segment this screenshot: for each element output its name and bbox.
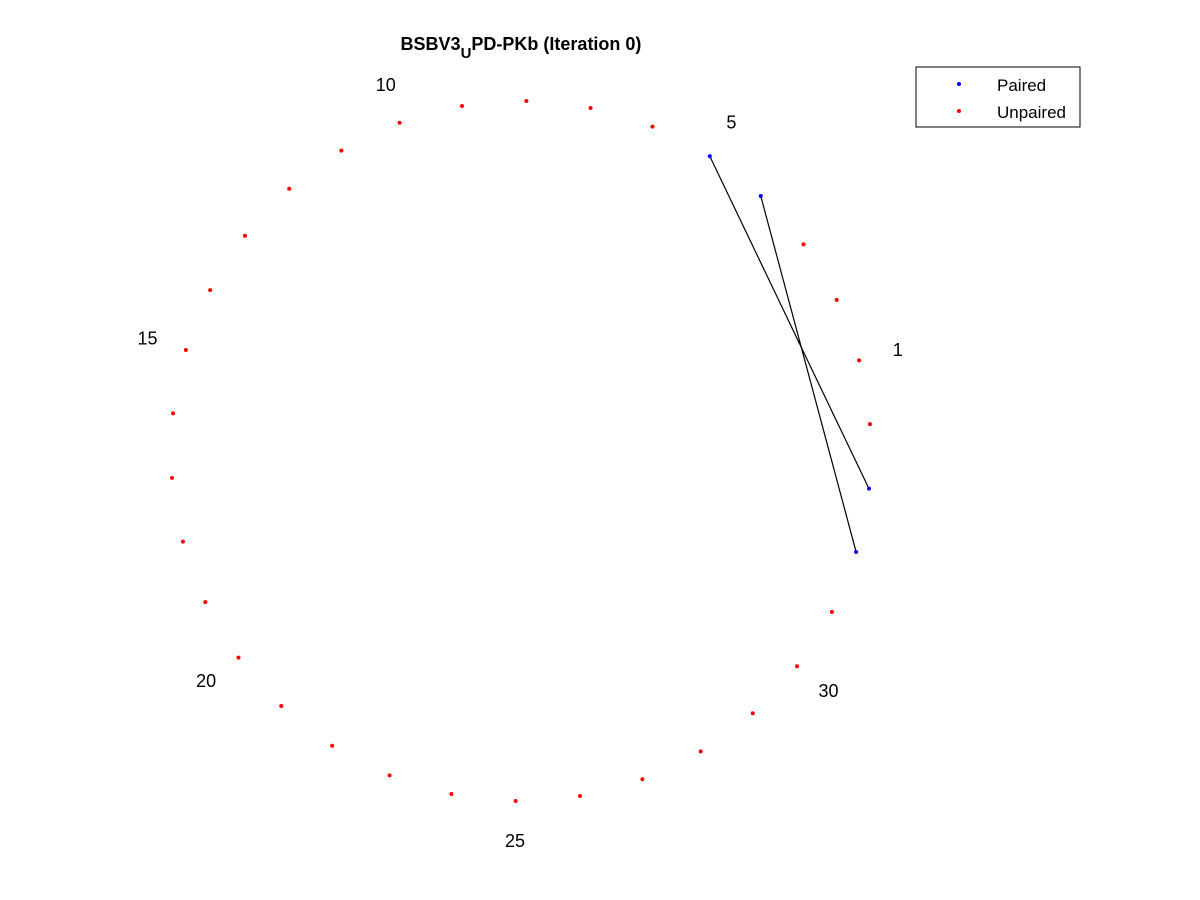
unpaired-point bbox=[829, 609, 834, 614]
paired-point bbox=[866, 486, 871, 491]
paired-point bbox=[707, 154, 712, 159]
unpaired-point bbox=[287, 186, 292, 191]
unpaired-point bbox=[208, 288, 213, 293]
index-label: 10 bbox=[376, 75, 396, 95]
unpaired-point bbox=[397, 120, 402, 125]
unpaired-point bbox=[857, 358, 862, 363]
chart-title-rest: PD-PKb (Iteration 0) bbox=[471, 34, 641, 54]
legend-paired-label: Paired bbox=[997, 76, 1046, 95]
pair-line bbox=[760, 195, 857, 553]
legend-unpaired-marker bbox=[957, 109, 961, 113]
unpaired-point bbox=[588, 105, 593, 110]
unpaired-point bbox=[795, 664, 800, 669]
nucleotide-points bbox=[170, 99, 872, 803]
legend-box bbox=[915, 66, 1081, 128]
index-label: 1 bbox=[893, 340, 903, 360]
unpaired-point bbox=[203, 600, 208, 605]
unpaired-point bbox=[650, 124, 655, 129]
unpaired-point bbox=[449, 792, 454, 797]
unpaired-point bbox=[640, 777, 645, 782]
unpaired-point bbox=[698, 749, 703, 754]
unpaired-point bbox=[801, 242, 806, 247]
unpaired-point bbox=[578, 793, 583, 798]
pair-line bbox=[709, 156, 870, 489]
index-label: 20 bbox=[196, 671, 216, 691]
paired-point bbox=[758, 194, 763, 199]
unpaired-point bbox=[183, 348, 188, 353]
unpaired-point bbox=[171, 411, 176, 416]
unpaired-point bbox=[750, 711, 755, 716]
index-label: 30 bbox=[819, 681, 839, 701]
unpaired-point bbox=[279, 703, 284, 708]
legend: Paired Unpaired bbox=[915, 66, 1081, 128]
unpaired-point bbox=[867, 422, 872, 427]
legend-paired-marker bbox=[957, 82, 961, 86]
unpaired-point bbox=[459, 104, 464, 109]
chart-title: BSBV3UPD-PKb (Iteration 0) bbox=[401, 34, 642, 62]
paired-point bbox=[854, 549, 859, 554]
unpaired-point bbox=[242, 233, 247, 238]
unpaired-point bbox=[330, 743, 335, 748]
unpaired-point bbox=[170, 475, 175, 480]
unpaired-point bbox=[513, 798, 518, 803]
index-label: 5 bbox=[726, 113, 736, 133]
pair-lines bbox=[709, 156, 870, 553]
index-label: 15 bbox=[138, 329, 158, 349]
chart-title-subscript: U bbox=[461, 45, 472, 62]
index-label: 25 bbox=[505, 831, 525, 851]
unpaired-point bbox=[180, 539, 185, 544]
unpaired-point bbox=[387, 773, 392, 778]
unpaired-point bbox=[236, 655, 241, 660]
unpaired-point bbox=[524, 99, 529, 104]
chart-title-main: BSBV3 bbox=[401, 34, 461, 54]
unpaired-point bbox=[834, 297, 839, 302]
unpaired-point bbox=[339, 148, 344, 153]
legend-unpaired-label: Unpaired bbox=[997, 103, 1066, 122]
